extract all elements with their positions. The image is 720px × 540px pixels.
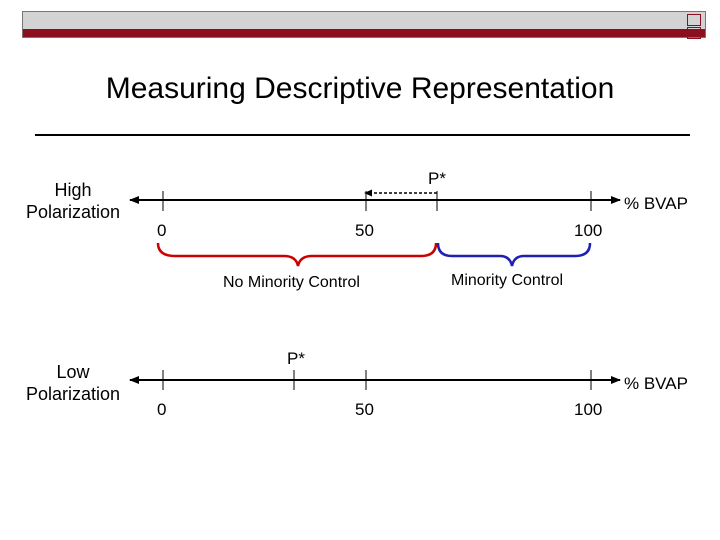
no-minority-control-label: No Minority Control [223,274,360,291]
high-tick-label-100: 100 [574,221,603,240]
high-label-line2: Polarization [25,202,121,222]
low-tick-label-100: 100 [574,400,603,419]
p-star-shift-arrowhead [364,189,372,197]
minority-control-brace [436,242,592,267]
low-tick-label-0: 0 [157,400,167,419]
header-square-decoration [687,27,701,39]
title-divider [35,134,690,136]
low-polarization-label: Low Polarization [18,361,128,405]
header-square-decoration [687,14,701,26]
slide-header-bar [22,11,706,39]
low-axis-unit: % BVAP [624,374,688,393]
slide-title: Measuring Descriptive Representation [105,72,615,105]
high-polarization-label: High Polarization [18,179,128,223]
high-p-star-label: P* [428,169,446,188]
high-tick-label-0: 0 [157,221,167,240]
low-p-star-label: P* [287,349,305,368]
low-label-line1: Low [56,362,90,382]
low-tick-label-50: 50 [355,400,374,419]
header-red-strip [23,29,705,37]
low-label-line2: Polarization [25,384,121,404]
high-label-line1: High [54,180,92,200]
high-tick-label-50: 50 [355,221,374,240]
minority-control-label: Minority Control [451,272,564,289]
no-minority-control-brace [156,242,438,267]
high-axis-unit: % BVAP [624,194,688,213]
